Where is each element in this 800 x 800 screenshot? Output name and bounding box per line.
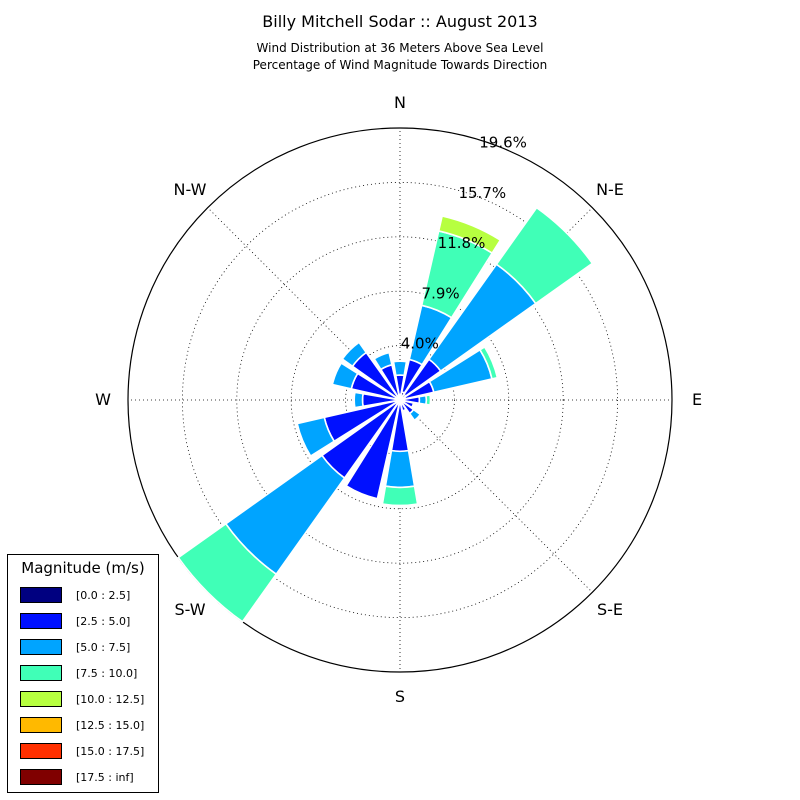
chart-subtitle: Wind Distribution at 36 Meters Above Sea… [256, 41, 544, 55]
direction-labels: N N-E E S-E S S-W W N-W [95, 93, 702, 706]
grid-ring [345, 345, 455, 455]
radial-tick-label: 4.0% [401, 335, 439, 353]
legend-label: [10.0 : 12.5] [76, 693, 145, 706]
sector-bar [495, 206, 594, 305]
legend-swatch [20, 665, 62, 681]
sector-bar [341, 341, 368, 368]
chart-subtitle-2: Percentage of Wind Magnitude Towards Dir… [252, 58, 548, 72]
legend-swatch [20, 717, 62, 733]
legend-swatch [20, 769, 62, 785]
direction-label: W [95, 390, 111, 409]
sector-bar [373, 351, 393, 371]
sector-bar [381, 485, 419, 507]
legend-title: Magnitude (m/s) [21, 559, 145, 577]
sector-bar [384, 449, 416, 489]
direction-label: E [692, 390, 702, 409]
legend-swatch [20, 691, 62, 707]
sector-bar [345, 402, 401, 500]
radial-tick-label: 7.9% [422, 285, 460, 303]
legend: Magnitude (m/s) [0.0 : 2.5] [2.5 : 5.0] [5… [7, 554, 159, 793]
direction-label: N-W [174, 180, 207, 199]
legend-swatch [20, 587, 62, 603]
grid-spoke [399, 399, 593, 593]
grid-ring [181, 181, 619, 619]
legend-label: [7.5 : 10.0] [76, 667, 138, 680]
sector-bar [331, 362, 359, 390]
legend-label: [0.0 : 2.5] [76, 589, 131, 602]
grid-ring [236, 236, 564, 564]
legend-swatch [20, 639, 62, 655]
sector-bar [478, 345, 499, 380]
legend-label: [2.5 : 5.0] [76, 615, 131, 628]
sector-bar [353, 391, 364, 409]
sector-bar [408, 408, 422, 422]
polar-grid [127, 127, 673, 673]
radial-tick-labels: 4.0% 7.9% 11.8% 15.7% 19.6% [401, 134, 527, 353]
sector-bar [392, 360, 408, 377]
outer-ring [127, 127, 673, 673]
sector-bar [177, 522, 278, 623]
chart-title: Billy Mitchell Sodar :: August 2013 [262, 12, 538, 31]
direction-label: N-E [596, 180, 624, 199]
legend-swatch [20, 743, 62, 759]
direction-label: S-W [174, 600, 205, 619]
direction-label: N [394, 93, 406, 112]
sector-bar [437, 215, 502, 255]
legend-label: [15.0 : 17.5] [76, 745, 145, 758]
sector-bar [402, 399, 415, 409]
sector-bars [177, 206, 594, 623]
direction-label: S-E [597, 600, 623, 619]
grid-ring [290, 290, 510, 510]
legend-label: [5.0 : 7.5] [76, 641, 131, 654]
direction-label: S [395, 687, 405, 706]
sector-bar [418, 394, 428, 406]
radial-tick-label: 11.8% [438, 234, 486, 252]
legend-label: [12.5 : 15.0] [76, 719, 145, 732]
sector-bar [425, 393, 432, 407]
sector-bar [296, 416, 336, 458]
legend-label: [17.5 : inf] [76, 771, 134, 784]
radial-tick-label: 15.7% [458, 184, 506, 202]
radial-tick-label: 19.6% [479, 134, 527, 152]
legend-swatch [20, 613, 62, 629]
